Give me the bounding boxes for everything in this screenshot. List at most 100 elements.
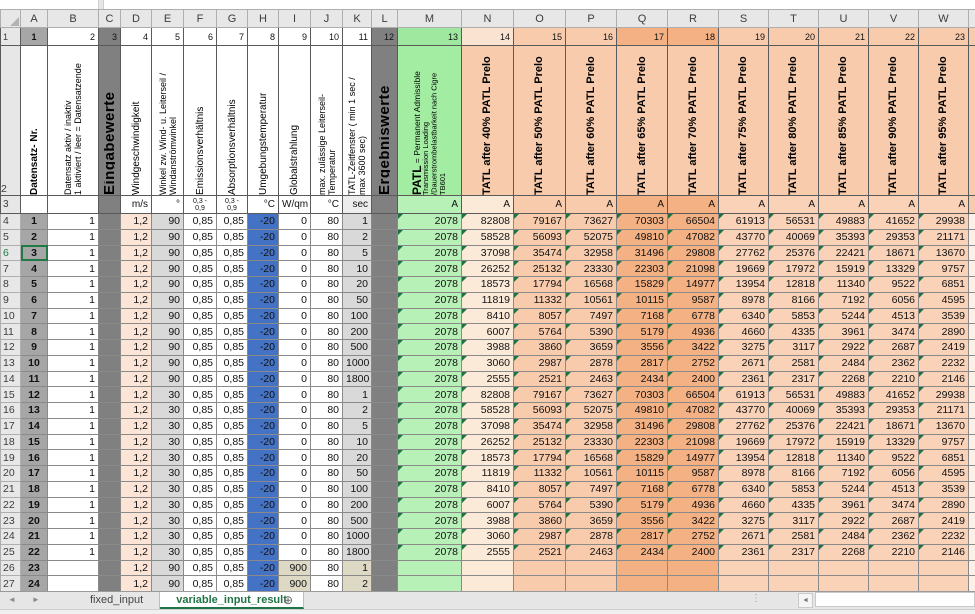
cell-P26[interactable]: [566, 560, 617, 576]
cell-X8[interactable]: [969, 277, 975, 293]
cell-I9[interactable]: 0: [279, 292, 311, 308]
cell-F10[interactable]: 0,85: [184, 308, 217, 324]
cell-A2[interactable]: Datensatz- Nr.: [21, 46, 48, 196]
cell-U5[interactable]: 35393: [819, 229, 869, 245]
cell-L5[interactable]: [372, 229, 398, 245]
cell-P12[interactable]: 3659: [566, 340, 617, 356]
cell-R18[interactable]: 21098: [668, 434, 719, 450]
column-header-B[interactable]: B: [48, 10, 99, 28]
cell-X21[interactable]: [969, 481, 975, 497]
cell-T7[interactable]: 17972: [769, 261, 819, 277]
cell-P1[interactable]: 16: [566, 28, 617, 46]
cell-K7[interactable]: 10: [343, 261, 372, 277]
cell-Q1[interactable]: 17: [617, 28, 668, 46]
cell-S2[interactable]: TATL after 75% PATL Prelo: [719, 46, 769, 196]
cell-X23[interactable]: [969, 513, 975, 529]
cell-K22[interactable]: 200: [343, 497, 372, 513]
row-header-11[interactable]: 11: [1, 324, 21, 340]
cell-X1[interactable]: [969, 28, 975, 46]
cell-M8[interactable]: 2078: [398, 277, 462, 293]
cell-M21[interactable]: 2078: [398, 481, 462, 497]
cell-N10[interactable]: 8410: [462, 308, 514, 324]
cell-L3[interactable]: [372, 196, 398, 214]
row-header-14[interactable]: 14: [1, 371, 21, 387]
cell-J16[interactable]: 80: [311, 403, 343, 419]
cell-T9[interactable]: 8166: [769, 292, 819, 308]
cell-T2[interactable]: TATL after 80% PATL Prelo: [769, 46, 819, 196]
cell-C27[interactable]: [99, 576, 121, 591]
cell-L26[interactable]: [372, 560, 398, 576]
cell-R4[interactable]: 66504: [668, 214, 719, 230]
cell-S3[interactable]: A: [719, 196, 769, 214]
cell-S19[interactable]: 13954: [719, 450, 769, 466]
cell-U9[interactable]: 7192: [819, 292, 869, 308]
cell-O16[interactable]: 56093: [514, 403, 566, 419]
cell-J4[interactable]: 80: [311, 214, 343, 230]
cell-L21[interactable]: [372, 481, 398, 497]
cell-T27[interactable]: [769, 576, 819, 591]
cell-D24[interactable]: 1,2: [121, 529, 152, 545]
cell-G18[interactable]: 0,85: [217, 434, 248, 450]
cell-I24[interactable]: 0: [279, 529, 311, 545]
cell-F11[interactable]: 0,85: [184, 324, 217, 340]
cell-S20[interactable]: 8978: [719, 466, 769, 482]
cell-N23[interactable]: 3988: [462, 513, 514, 529]
cell-J5[interactable]: 80: [311, 229, 343, 245]
cell-E21[interactable]: 30: [152, 481, 184, 497]
cell-U1[interactable]: 21: [819, 28, 869, 46]
cell-L2[interactable]: Ergebniswerte: [372, 46, 398, 196]
cell-Q4[interactable]: 70303: [617, 214, 668, 230]
cell-G25[interactable]: 0,85: [217, 544, 248, 560]
cell-N18[interactable]: 26252: [462, 434, 514, 450]
cell-Q17[interactable]: 31496: [617, 418, 668, 434]
cell-D23[interactable]: 1,2: [121, 513, 152, 529]
cell-H21[interactable]: -20: [248, 481, 279, 497]
cell-M5[interactable]: 2078: [398, 229, 462, 245]
cell-M7[interactable]: 2078: [398, 261, 462, 277]
cell-P13[interactable]: 2878: [566, 355, 617, 371]
cell-W25[interactable]: 2146: [919, 544, 969, 560]
cell-F21[interactable]: 0,85: [184, 481, 217, 497]
cell-M14[interactable]: 2078: [398, 371, 462, 387]
cell-S25[interactable]: 2361: [719, 544, 769, 560]
cell-C24[interactable]: [99, 529, 121, 545]
cell-J21[interactable]: 80: [311, 481, 343, 497]
cell-M26[interactable]: [398, 560, 462, 576]
column-header-H[interactable]: H: [248, 10, 279, 28]
cell-X14[interactable]: [969, 371, 975, 387]
cell-F17[interactable]: 0,85: [184, 418, 217, 434]
cell-N9[interactable]: 11819: [462, 292, 514, 308]
cell-O13[interactable]: 2987: [514, 355, 566, 371]
cell-E15[interactable]: 30: [152, 387, 184, 403]
column-header-N[interactable]: N: [462, 10, 514, 28]
cell-R3[interactable]: A: [668, 196, 719, 214]
tab-scroll-splitter[interactable]: ⋮: [751, 593, 761, 604]
cell-E25[interactable]: 30: [152, 544, 184, 560]
cell-G14[interactable]: 0,85: [217, 371, 248, 387]
cell-N17[interactable]: 37098: [462, 418, 514, 434]
cell-V27[interactable]: [869, 576, 919, 591]
cell-H20[interactable]: -20: [248, 466, 279, 482]
cell-V15[interactable]: 41652: [869, 387, 919, 403]
cell-W16[interactable]: 21171: [919, 403, 969, 419]
cell-N24[interactable]: 3060: [462, 529, 514, 545]
cell-R8[interactable]: 14977: [668, 277, 719, 293]
cell-V21[interactable]: 4513: [869, 481, 919, 497]
cell-P9[interactable]: 10561: [566, 292, 617, 308]
cell-M23[interactable]: 2078: [398, 513, 462, 529]
cell-B15[interactable]: 1: [48, 387, 99, 403]
cell-X19[interactable]: [969, 450, 975, 466]
cell-A8[interactable]: 5: [21, 277, 48, 293]
cell-A18[interactable]: 15: [21, 434, 48, 450]
cell-S11[interactable]: 4660: [719, 324, 769, 340]
cell-H4[interactable]: -20: [248, 214, 279, 230]
cell-S23[interactable]: 3275: [719, 513, 769, 529]
cell-Q23[interactable]: 3556: [617, 513, 668, 529]
cell-N25[interactable]: 2555: [462, 544, 514, 560]
cell-R26[interactable]: [668, 560, 719, 576]
cell-R22[interactable]: 4936: [668, 497, 719, 513]
cell-H14[interactable]: -20: [248, 371, 279, 387]
cell-D10[interactable]: 1,2: [121, 308, 152, 324]
cell-S26[interactable]: [719, 560, 769, 576]
